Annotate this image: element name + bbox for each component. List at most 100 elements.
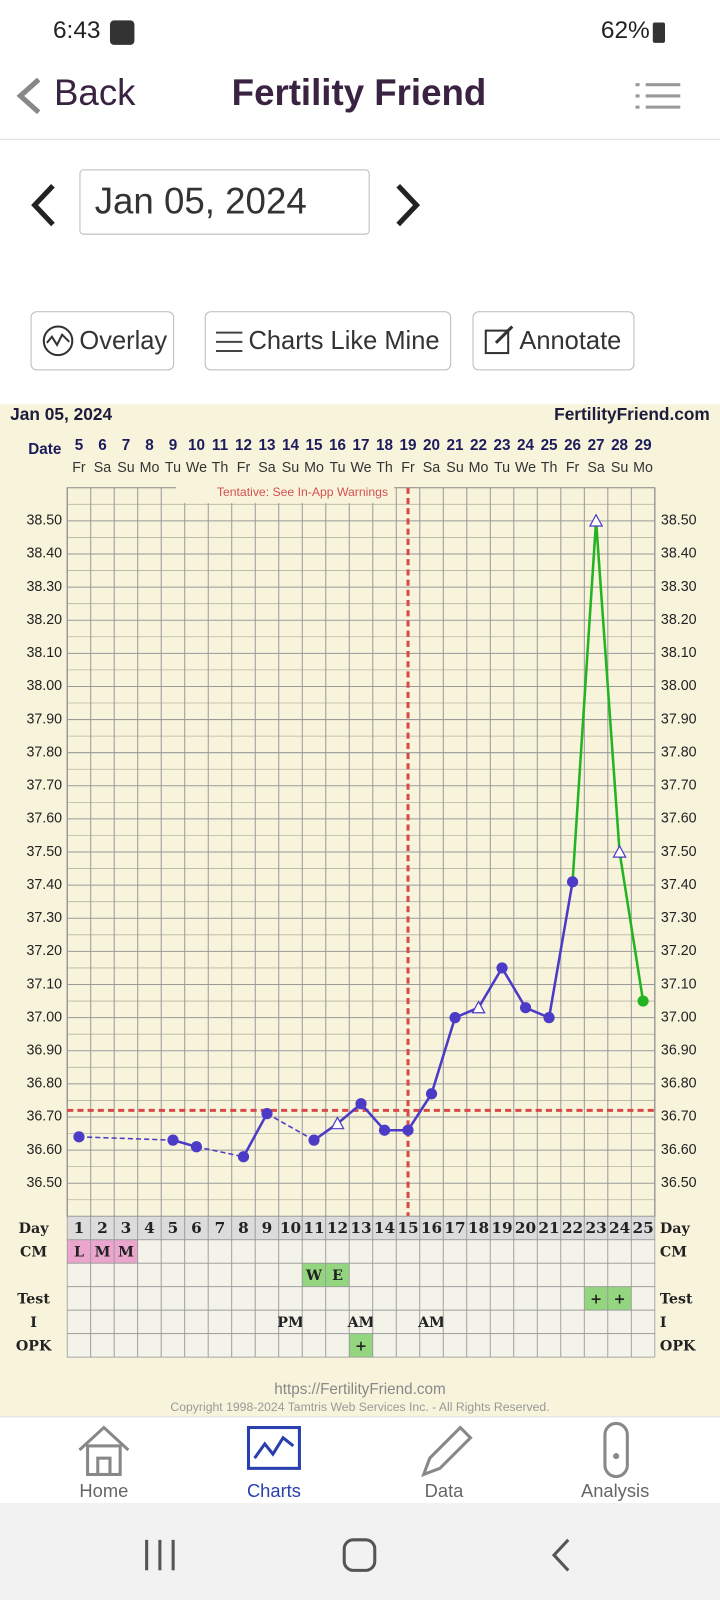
charts-like-mine-button[interactable]: Charts Like Mine [204,311,452,371]
overlay-button[interactable]: Overlay [30,311,175,371]
table-cell [395,1262,421,1288]
table-cell [137,1262,162,1288]
charts-icon [246,1426,301,1470]
table-cell [489,1262,515,1288]
recents-button[interactable] [143,1539,178,1571]
temperature-point [588,513,604,527]
date-label: 24 [517,437,534,454]
table-cell [231,1309,256,1335]
table-cell [607,1239,632,1264]
table-cell [184,1309,209,1335]
weekday-label: Su [446,460,463,476]
table-cell [137,1286,162,1311]
button-label: Charts Like Mine [248,326,440,356]
weekday-label: Th [376,460,393,476]
table-cell [442,1262,468,1288]
nav-data[interactable]: Data [424,1480,464,1502]
date-label: 8 [145,437,154,454]
table-cell [419,1286,444,1311]
table-cell [395,1239,421,1264]
menu-button[interactable] [635,82,682,113]
table-cell [66,1286,92,1311]
day-label: 25 [632,1219,653,1237]
date-label: 13 [259,437,276,454]
weekday-label: Th [212,460,229,476]
row-label-right: Test [660,1291,693,1307]
row-label: I [30,1315,37,1331]
weekday-label: Fr [72,460,86,476]
annotate-button[interactable]: Annotate [472,311,635,371]
weekday-label: Sa [423,460,440,476]
date-label: 5 [75,437,84,454]
nav-home[interactable]: Home [79,1480,129,1502]
table-entry: M [118,1245,134,1261]
y-tick-label: 37.00 [26,1009,62,1025]
temperature-point [425,1088,438,1100]
temperature-point [402,1124,414,1136]
table-cell [160,1333,186,1358]
next-date[interactable] [392,182,423,229]
y-tick-label-right: 37.10 [661,976,697,992]
table-cell [536,1333,562,1358]
home-system-button[interactable] [342,1538,377,1573]
table-cell [231,1333,256,1358]
day-label: 22 [562,1219,583,1237]
date-field[interactable]: Jan 05, 2024 [79,169,370,235]
date-label: 18 [376,437,393,454]
date-label: 12 [235,437,252,454]
table-cell [90,1286,115,1311]
table-cell [254,1262,280,1288]
table-entry: PM [277,1315,304,1331]
back-arrow[interactable] [14,76,45,117]
table-cell [66,1262,92,1288]
back-button[interactable]: Back [53,71,136,114]
temperature-point [612,844,627,858]
weekday-label: Sa [587,460,604,476]
day-label: 5 [168,1219,179,1237]
day-label: 3 [121,1219,132,1237]
date-label: 20 [423,437,440,454]
date-label: 9 [169,437,177,454]
table-cell [348,1262,374,1288]
table-cell [66,1333,92,1358]
table-cell [442,1286,468,1311]
table-cell [231,1262,256,1288]
y-tick-label-right: 38.00 [661,678,697,694]
y-tick-label: 37.30 [26,910,62,926]
table-cell [113,1333,139,1358]
table-cell [630,1333,656,1358]
table-cell [348,1286,374,1311]
nav-analysis[interactable]: Analysis [580,1480,650,1502]
day-label: 14 [374,1219,395,1237]
nav-charts[interactable]: Charts [246,1480,301,1502]
day-label: 21 [538,1219,559,1237]
weekday-label: We [350,460,371,476]
date-label: 11 [212,437,229,454]
prev-date[interactable] [29,182,60,229]
day-label: 2 [97,1219,108,1237]
table-cell [372,1262,397,1288]
y-tick-label-right: 37.60 [661,811,697,827]
y-tick-label-right: 38.40 [661,546,697,562]
day-label: 1 [74,1219,85,1237]
weekday-label: Sa [94,460,111,476]
time: 6:43 [52,16,101,44]
table-cell [113,1309,139,1335]
table-cell [419,1262,444,1288]
filter-icon [215,331,243,353]
y-tick-label-right: 38.10 [661,645,697,661]
y-tick-label: 38.10 [26,645,62,661]
temperature-point [330,1116,345,1130]
day-label: 19 [491,1219,512,1237]
y-tick-label: 36.50 [26,1175,62,1191]
table-cell [184,1333,209,1358]
y-tick-label-right: 37.00 [661,1009,697,1025]
back-system-button[interactable] [550,1538,572,1573]
row-label-right: CM [660,1245,687,1261]
date-label: 27 [588,437,605,454]
temperature-point [637,995,649,1007]
table-cell [395,1309,421,1335]
table-entry: L [74,1245,84,1261]
